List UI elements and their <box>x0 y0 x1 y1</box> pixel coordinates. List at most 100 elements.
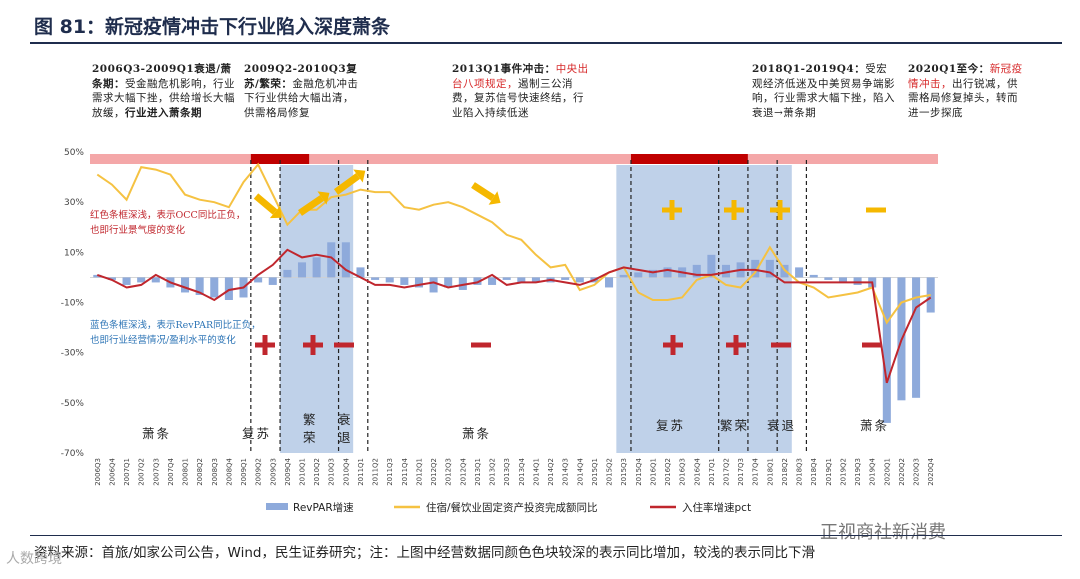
annotation-2020q1-body: 出行锐减，供需格局修复掉头，转而进一步探底 <box>908 77 1018 119</box>
annotation-2009q2: 2009Q2-2010Q3复苏/繁荣：金融危机冲击下行业供给大幅出清，供需格局修… <box>244 62 360 120</box>
revpar-bar-2009Q2 <box>254 277 263 283</box>
x-tick-2007Q1: 2007Q1 <box>123 458 131 486</box>
x-tick-2018Q4: 2018Q4 <box>810 457 818 485</box>
revpar-bar-2019Q2 <box>838 277 847 283</box>
x-tick-2019Q2: 2019Q2 <box>840 458 848 486</box>
x-tick-2015Q3: 2015Q3 <box>620 458 628 486</box>
x-tick-2014Q2: 2014Q2 <box>547 458 555 486</box>
revpar-bar-2013Q2 <box>488 277 497 285</box>
annotation-2020q1-red: 新冠疫情冲击， <box>908 63 1023 90</box>
revpar-bar-2019Q1 <box>824 277 833 280</box>
revpar-bar-2008Q2 <box>195 277 204 295</box>
x-tick-2018Q1: 2018Q1 <box>766 458 774 486</box>
revpar-bars <box>93 242 935 423</box>
y-tick-label-4: -10% <box>61 299 85 309</box>
revpar-bar-2014Q3 <box>561 277 570 280</box>
x-tick-2013Q4: 2013Q4 <box>518 457 526 485</box>
watermark-left: 人数跨境 <box>6 551 62 567</box>
x-tick-2020Q3: 2020Q3 <box>913 458 921 486</box>
revpar-bar-2010Q3 <box>327 242 336 278</box>
revpar-bar-2008Q4 <box>224 277 233 300</box>
revpar-shade-1 <box>280 165 354 453</box>
sign-markers <box>255 200 886 355</box>
revpar-bar-2012Q3 <box>444 277 453 288</box>
legend-label-bar: RevPAR增速 <box>293 501 354 514</box>
revpar-bar-2008Q1 <box>181 277 190 293</box>
x-tick-2010Q4: 2010Q4 <box>342 457 350 485</box>
x-tick-2009Q4: 2009Q4 <box>284 457 292 485</box>
revpar-bar-2011Q4 <box>400 277 409 285</box>
trend-arrow-4-shaft <box>471 182 495 201</box>
revpar-bar-2010Q2 <box>312 257 321 278</box>
annotation-2013q1: 2013Q1事件冲击：中央出台八项规定，遏制三公消费，复苏信号快速终结，行业陷入… <box>452 62 592 120</box>
occ-bands <box>90 154 938 164</box>
x-tick-2011Q4: 2011Q4 <box>401 457 409 485</box>
revpar-bar-2013Q4 <box>517 277 526 283</box>
revpar-bar-2020Q3 <box>912 277 921 398</box>
x-tick-2012Q3: 2012Q3 <box>445 458 453 486</box>
revpar-bar-2013Q1 <box>473 277 482 285</box>
x-tick-2013Q2: 2013Q2 <box>489 458 497 486</box>
y-tick-label-2: 30% <box>64 198 84 208</box>
revpar-bar-2015Q3 <box>619 274 628 278</box>
x-tick-2015Q1: 2015Q1 <box>591 458 599 486</box>
x-tick-2011Q2: 2011Q2 <box>372 458 380 486</box>
annotation-2013q1-head: 2013Q1事件冲击： <box>452 63 556 75</box>
period-label-9: 萧条 <box>860 418 889 433</box>
period-label-1: 萧条 <box>142 426 171 441</box>
revpar-bar-2018Q1 <box>765 259 774 278</box>
revpar-bar-2010Q4 <box>341 242 350 278</box>
annotation-2009q2-head: 2009Q2-2010Q3复苏/繁荣： <box>244 63 358 90</box>
x-tick-2017Q4: 2017Q4 <box>752 457 760 485</box>
trend-arrow-3-head <box>353 169 366 183</box>
revpar-sign-6-bar-v <box>733 335 739 355</box>
occ-band-3 <box>309 154 631 164</box>
x-tick-2006Q3: 2006Q3 <box>94 458 102 486</box>
x-tick-2020Q1: 2020Q1 <box>883 458 891 486</box>
legend: RevPAR增速 住宿/餐饮业固定资产投资完成额同比 入住率增速pct <box>266 501 751 514</box>
revpar-bar-2016Q1 <box>648 269 657 278</box>
revpar-bar-2018Q3 <box>795 267 804 278</box>
x-tick-2014Q1: 2014Q1 <box>532 458 540 486</box>
x-tick-2017Q3: 2017Q3 <box>737 458 745 486</box>
revpar-bar-2007Q2 <box>137 277 146 283</box>
x-tick-2016Q1: 2016Q1 <box>649 458 657 486</box>
revpar-bar-2007Q3 <box>151 277 160 283</box>
red-note-line1: 红色条框深浅，表示OCC同比正负， <box>90 209 245 221</box>
occ-sign-3-bar-v <box>777 200 783 220</box>
trend-arrow-2-shaft <box>298 195 324 216</box>
x-tick-2011Q3: 2011Q3 <box>386 458 394 486</box>
period-label-4a: 衰 <box>338 412 353 427</box>
figure-title: 图 81：新冠疫情冲击下行业陷入深度萧条 <box>34 16 391 38</box>
x-tick-2009Q2: 2009Q2 <box>255 458 263 486</box>
annotation-2006q3-head: 2006Q3-2009Q1衰退/萧条期： <box>92 63 232 90</box>
occ-band-1 <box>90 154 251 164</box>
trend-arrow-1-head <box>269 205 282 219</box>
source-note: 资料来源：首旅/如家公司公告，Wind，民生证券研究；注：上图中经营数据同颜色色… <box>34 545 815 561</box>
x-tick-2008Q2: 2008Q2 <box>196 458 204 486</box>
x-tick-2010Q3: 2010Q3 <box>328 458 336 486</box>
x-tick-2015Q2: 2015Q2 <box>606 458 614 486</box>
x-tick-2012Q2: 2012Q2 <box>430 458 438 486</box>
title-rule <box>30 42 1062 44</box>
annotation-2013q1-red: 中央出台八项规定， <box>452 63 589 90</box>
watermark: 正视商社新消费 <box>820 522 946 543</box>
x-tick-2013Q1: 2013Q1 <box>474 458 482 486</box>
source-rule <box>30 535 1062 536</box>
revpar-bar-2015Q4 <box>634 272 643 278</box>
occ-sign-4-bar-h <box>866 207 886 213</box>
red-note-line2: 也即行业景气度的变化 <box>90 224 186 236</box>
period-label-7: 繁荣 <box>720 418 749 433</box>
revpar-shade-2 <box>616 165 792 453</box>
x-tick-2020Q4: 2020Q4 <box>927 457 935 485</box>
y-tick-label-1: 50% <box>64 148 84 158</box>
annotation-2018q1: 2018Q1-2019Q4：受宏观经济低迷及中美贸易争端影响，行业需求大幅下挫，… <box>752 62 898 120</box>
revpar-sign-3-bar-h <box>334 342 354 348</box>
series-lines <box>96 162 932 384</box>
revpar-sign-5-bar-v <box>670 335 676 355</box>
revpar-bar-2020Q1 <box>882 277 891 423</box>
period-label-8: 衰退 <box>767 418 796 433</box>
revpar-sign-2-bar-v <box>310 335 316 355</box>
